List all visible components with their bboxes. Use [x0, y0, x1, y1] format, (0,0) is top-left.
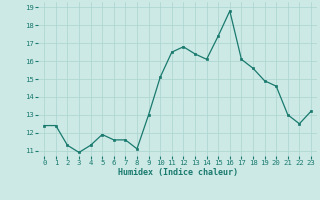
X-axis label: Humidex (Indice chaleur): Humidex (Indice chaleur)	[118, 168, 238, 177]
